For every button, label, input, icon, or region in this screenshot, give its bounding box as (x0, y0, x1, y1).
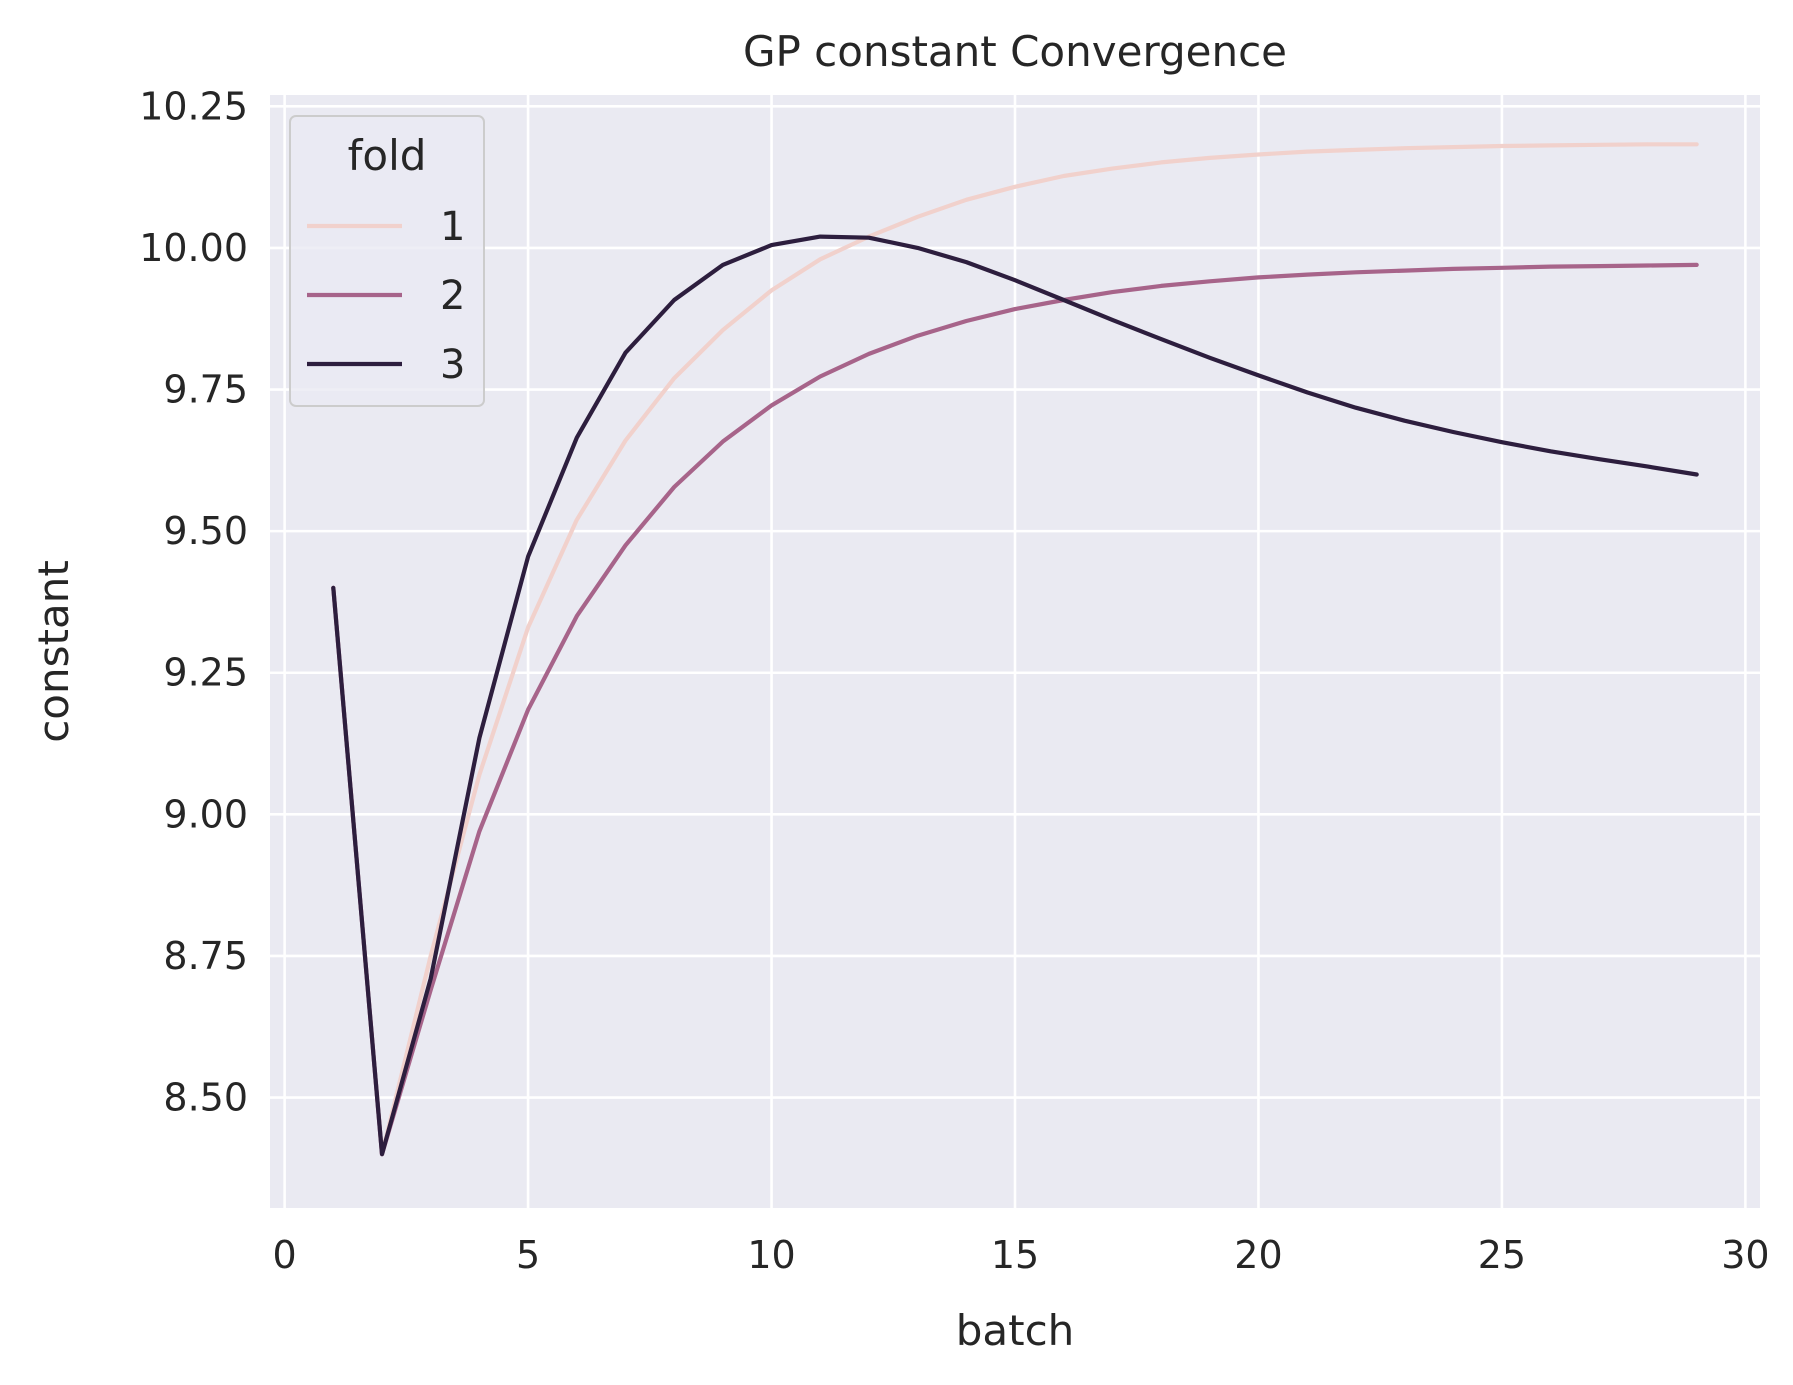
y-tick-label: 10.00 (139, 226, 248, 270)
legend: fold 1 2 3 (289, 115, 485, 407)
x-tick-label: 20 (1234, 1233, 1282, 1277)
series-line-fold-2 (331, 262, 1699, 1157)
x-tick-label: 25 (1478, 1233, 1526, 1277)
grid-lines (270, 95, 1760, 1208)
x-axis-label: batch (956, 1306, 1075, 1355)
x-tick-label: 10 (747, 1233, 795, 1277)
series-lines (331, 142, 1699, 1157)
x-tick-label: 30 (1721, 1233, 1769, 1277)
y-tick-label: 9.50 (163, 509, 248, 553)
series-line-fold-3 (331, 234, 1699, 1157)
y-tick-label: 9.25 (163, 651, 248, 695)
y-tick-label: 8.75 (163, 934, 248, 978)
y-tick-label: 9.00 (163, 792, 248, 836)
legend-box (289, 115, 485, 407)
y-tick-label: 9.75 (163, 368, 248, 412)
series-line-fold-1 (331, 142, 1699, 1157)
legend-label-fold-3: 3 (440, 342, 465, 388)
x-tick-label: 5 (516, 1233, 540, 1277)
tick-labels: 0 5 10 15 20 25 30 8.50 8.75 9.00 9.25 9.50 9.75 10.0… (139, 84, 1769, 1277)
legend-label-fold-1: 1 (440, 204, 465, 250)
x-tick-label: 0 (273, 1233, 297, 1277)
y-axis-label: constant (29, 560, 78, 743)
y-tick-label: 10.25 (139, 84, 248, 128)
y-tick-label: 8.50 (163, 1076, 248, 1120)
chart-title: GP constant Convergence (743, 27, 1287, 76)
legend-label-fold-2: 2 (440, 273, 465, 319)
legend-title: fold (348, 131, 427, 180)
x-tick-label: 15 (991, 1233, 1039, 1277)
